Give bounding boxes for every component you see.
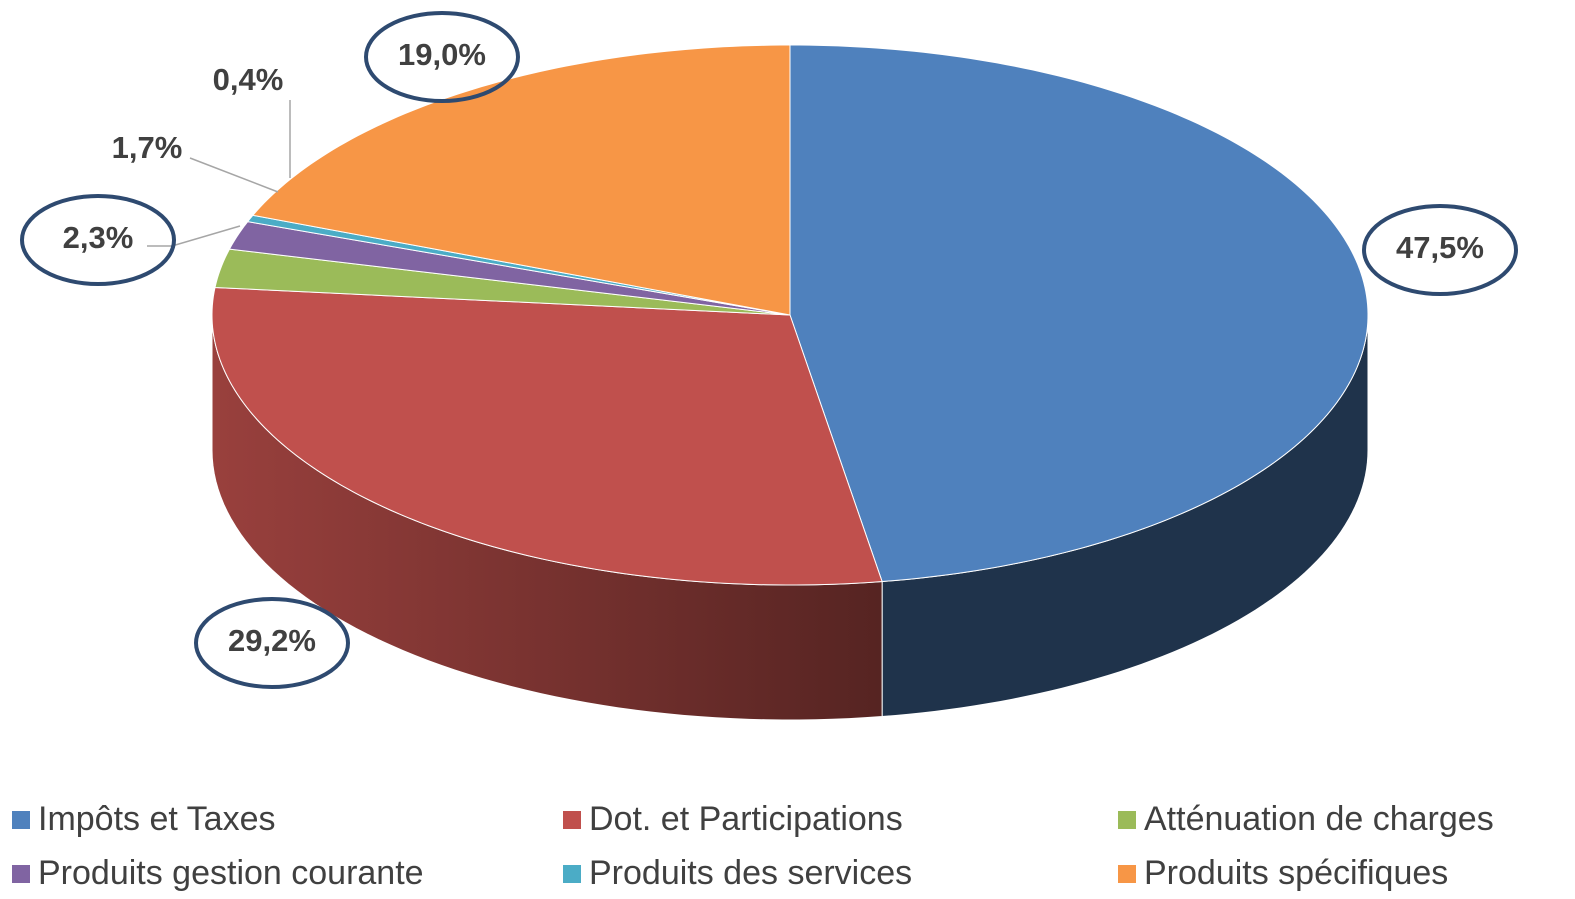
data-label: 2,3% <box>63 220 134 255</box>
data-label: 1,7% <box>112 130 183 165</box>
slice <box>251 44 791 316</box>
label-circle <box>1362 204 1518 296</box>
data-label: 29,2% <box>228 623 316 658</box>
label-circle <box>364 11 520 103</box>
data-labels: 47,5% 29,2% 2,3% 1,7% 0,4% 19,0% <box>20 11 1518 689</box>
label-circle <box>194 597 350 689</box>
data-label: 0,4% <box>213 62 284 97</box>
legend-label: Dot. et Participations <box>589 800 903 838</box>
legend-swatch <box>12 865 30 883</box>
legend-swatch <box>1118 811 1136 829</box>
slice <box>228 221 791 316</box>
data-label: 19,0% <box>398 37 486 72</box>
legend-label: Produits des services <box>589 854 912 892</box>
leader-line <box>147 225 241 247</box>
legend-swatch <box>563 865 581 883</box>
legend: Impôts et Taxes Dot. et Participations Att… <box>12 800 1494 892</box>
leader-line <box>189 157 279 193</box>
slice <box>211 286 883 586</box>
legend-label: Produits spécifiques <box>1144 854 1448 892</box>
pie-tops <box>211 44 1369 586</box>
legend-label: Produits gestion courante <box>38 854 424 892</box>
slice <box>789 44 1369 583</box>
legend-swatch <box>12 811 30 829</box>
legend-label: Atténuation de charges <box>1144 800 1494 838</box>
data-label: 47,5% <box>1396 230 1484 265</box>
legend-swatch <box>1118 865 1136 883</box>
legend-swatch <box>563 811 581 829</box>
legend-label: Impôts et Taxes <box>38 800 276 838</box>
label-circle <box>20 194 176 286</box>
